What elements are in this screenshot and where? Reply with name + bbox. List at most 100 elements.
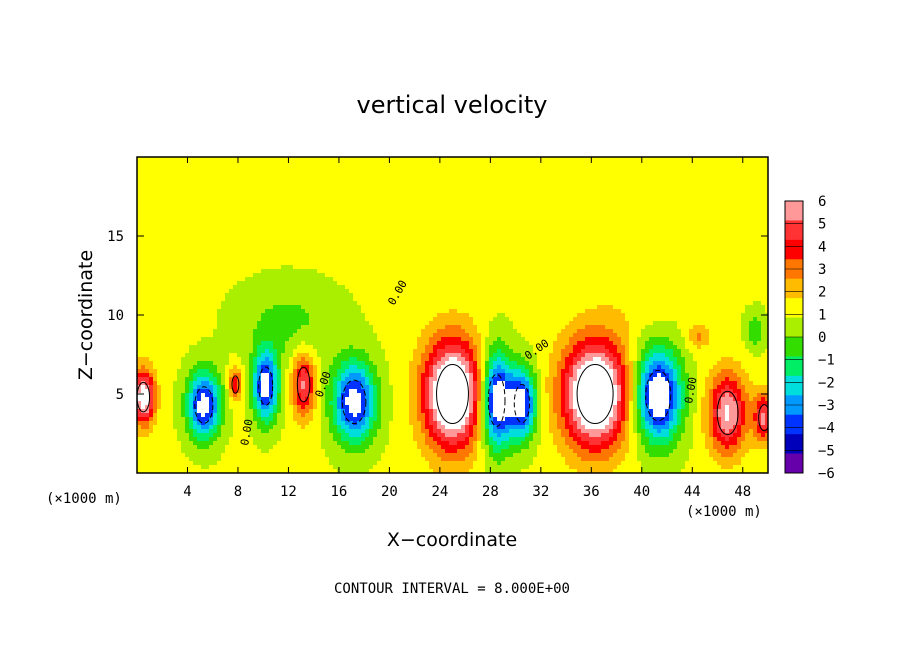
field-cell: [725, 249, 730, 254]
field-cell: [373, 185, 378, 190]
field-cell: [509, 173, 514, 178]
field-cell: [457, 237, 462, 242]
field-cell: [453, 225, 458, 230]
field-cell: [373, 181, 378, 186]
field-cell: [609, 173, 614, 178]
field-cell: [549, 237, 554, 242]
field-cell: [209, 249, 214, 254]
field-cell: [297, 281, 302, 286]
field-cell: [629, 253, 634, 258]
field-cell: [645, 205, 650, 210]
field-cell: [181, 265, 186, 270]
field-cell: [185, 261, 190, 266]
field-cell: [441, 257, 446, 262]
field-cell: [521, 161, 526, 166]
field-cell: [149, 245, 154, 250]
field-cell: [381, 161, 386, 166]
field-cell: [477, 225, 482, 230]
field-cell: [297, 169, 302, 174]
field-cell: [505, 193, 510, 198]
field-cell: [149, 217, 154, 222]
field-cell: [193, 209, 198, 214]
field-cell: [181, 257, 186, 262]
field-cell: [617, 193, 622, 198]
field-cell: [245, 281, 250, 286]
field-cell: [401, 277, 406, 282]
field-cell: [341, 233, 346, 238]
field-cell: [745, 189, 750, 194]
field-cell: [161, 173, 166, 178]
field-cell: [365, 281, 370, 286]
field-cell: [581, 241, 586, 246]
field-cell: [689, 197, 694, 202]
field-cell: [521, 169, 526, 174]
field-cell: [741, 229, 746, 234]
field-cell: [193, 229, 198, 234]
field-cell: [501, 233, 506, 238]
field-cell: [673, 205, 678, 210]
field-cell: [385, 257, 390, 262]
field-cell: [165, 165, 170, 170]
field-cell: [269, 209, 274, 214]
field-cell: [197, 213, 202, 218]
field-cell: [329, 161, 334, 166]
field-cell: [313, 245, 318, 250]
field-cell: [545, 221, 550, 226]
field-cell: [721, 217, 726, 222]
field-cell: [485, 233, 490, 238]
field-cell: [585, 201, 590, 206]
field-cell: [457, 181, 462, 186]
field-cell: [617, 269, 622, 274]
field-cell: [693, 237, 698, 242]
field-cell: [549, 205, 554, 210]
field-cell: [253, 229, 258, 234]
field-cell: [341, 217, 346, 222]
field-cell: [185, 217, 190, 222]
field-cell: [513, 281, 518, 286]
field-cell: [621, 233, 626, 238]
field-cell: [749, 205, 754, 210]
field-cell: [613, 201, 618, 206]
field-cell: [221, 185, 226, 190]
field-cell: [241, 225, 246, 230]
field-cell: [489, 273, 494, 278]
field-cell: [197, 165, 202, 170]
field-cell: [337, 257, 342, 262]
field-cell: [153, 277, 158, 282]
field-cell: [565, 213, 570, 218]
field-cell: [745, 169, 750, 174]
field-cell: [369, 181, 374, 186]
field-cell: [753, 185, 758, 190]
field-cell: [141, 189, 146, 194]
field-cell: [333, 189, 338, 194]
field-cell: [525, 201, 530, 206]
field-cell: [209, 237, 214, 242]
field-cell: [525, 229, 530, 234]
field-cell: [489, 241, 494, 246]
field-cell: [333, 217, 338, 222]
field-cell: [349, 177, 354, 182]
field-cell: [729, 245, 734, 250]
field-cell: [725, 253, 730, 258]
field-cell: [289, 217, 294, 222]
field-cell: [593, 277, 598, 282]
field-cell: [269, 265, 274, 270]
field-cell: [233, 161, 238, 166]
field-cell: [189, 233, 194, 238]
field-cell: [425, 201, 430, 206]
field-cell: [461, 261, 466, 266]
field-cell: [641, 181, 646, 186]
field-cell: [517, 233, 522, 238]
field-cell: [445, 169, 450, 174]
field-cell: [477, 181, 482, 186]
field-cell: [437, 181, 442, 186]
field-cell: [253, 221, 258, 226]
field-cell: [149, 205, 154, 210]
field-cell: [525, 277, 530, 282]
field-cell: [701, 225, 706, 230]
field-cell: [509, 249, 514, 254]
field-cell: [533, 257, 538, 262]
field-cell: [181, 189, 186, 194]
field-cell: [601, 161, 606, 166]
field-cell: [597, 189, 602, 194]
